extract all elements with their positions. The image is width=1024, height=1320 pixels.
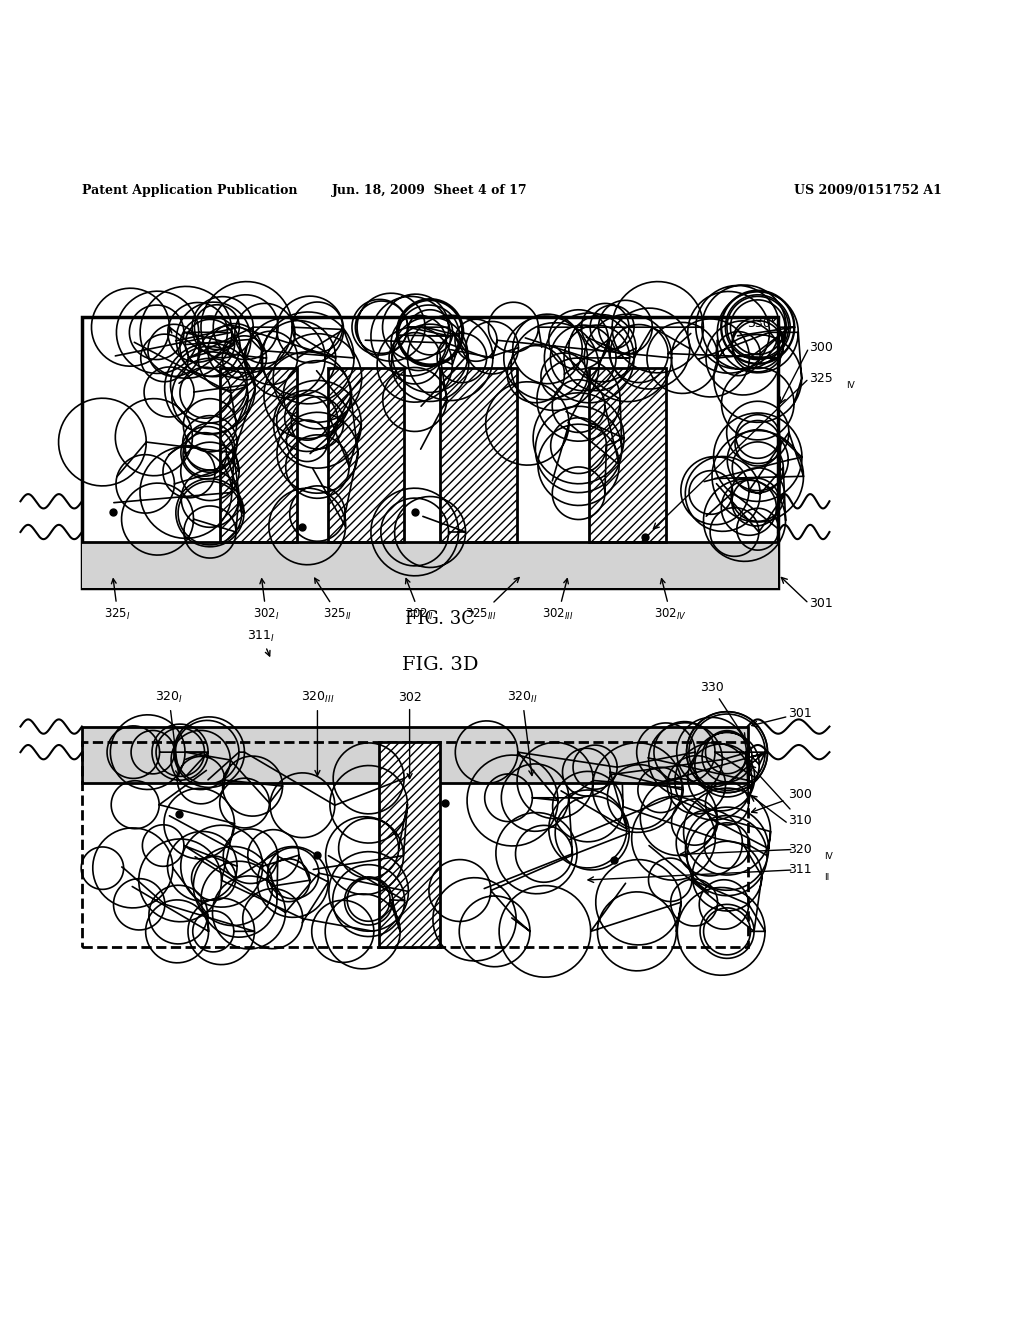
Bar [440,368,517,543]
Text: 310: 310 [751,766,812,826]
Bar [82,543,778,589]
Text: 311$_I$: 311$_I$ [247,628,275,656]
Text: IV: IV [824,853,834,861]
Text: 302$_{II}$: 302$_{II}$ [406,578,434,622]
Text: 320$_{II}$: 320$_{II}$ [507,690,538,776]
Text: 302: 302 [397,690,422,779]
Bar [328,368,404,543]
Text: 302$_{III}$: 302$_{III}$ [543,578,573,622]
Text: 302$_I$: 302$_I$ [253,578,280,622]
Text: 301: 301 [788,706,812,719]
Text: 325$_{II}$: 325$_{II}$ [314,578,352,622]
Bar [379,742,440,946]
Text: II: II [824,873,829,882]
Text: 330: 330 [699,681,745,738]
Text: FIG. 3D: FIG. 3D [402,656,478,675]
Text: 311: 311 [788,863,812,876]
Text: 300: 300 [809,341,833,354]
Text: 325$_I$: 325$_I$ [104,578,131,622]
Bar [220,368,297,543]
Bar [82,726,748,783]
Text: 320: 320 [788,843,812,855]
Text: FIG. 3C: FIG. 3C [406,610,475,628]
Text: 301: 301 [809,597,833,610]
Text: US 2009/0151752 A1: US 2009/0151752 A1 [795,183,942,197]
Text: 325$_{III}$: 325$_{III}$ [466,578,519,622]
Text: 302$_{IV}$: 302$_{IV}$ [654,578,687,622]
Text: 320$_I$: 320$_I$ [155,690,183,776]
Bar [82,742,748,946]
Text: Patent Application Publication: Patent Application Publication [82,183,297,197]
Bar [82,317,778,589]
Text: 300: 300 [752,788,812,813]
Text: IV: IV [846,381,855,391]
Text: 325: 325 [809,372,833,385]
Text: 320$_{III}$: 320$_{III}$ [301,690,334,775]
Text: Jun. 18, 2009  Sheet 4 of 17: Jun. 18, 2009 Sheet 4 of 17 [332,183,528,197]
Text: 330': 330' [748,317,777,330]
Bar [589,368,666,543]
